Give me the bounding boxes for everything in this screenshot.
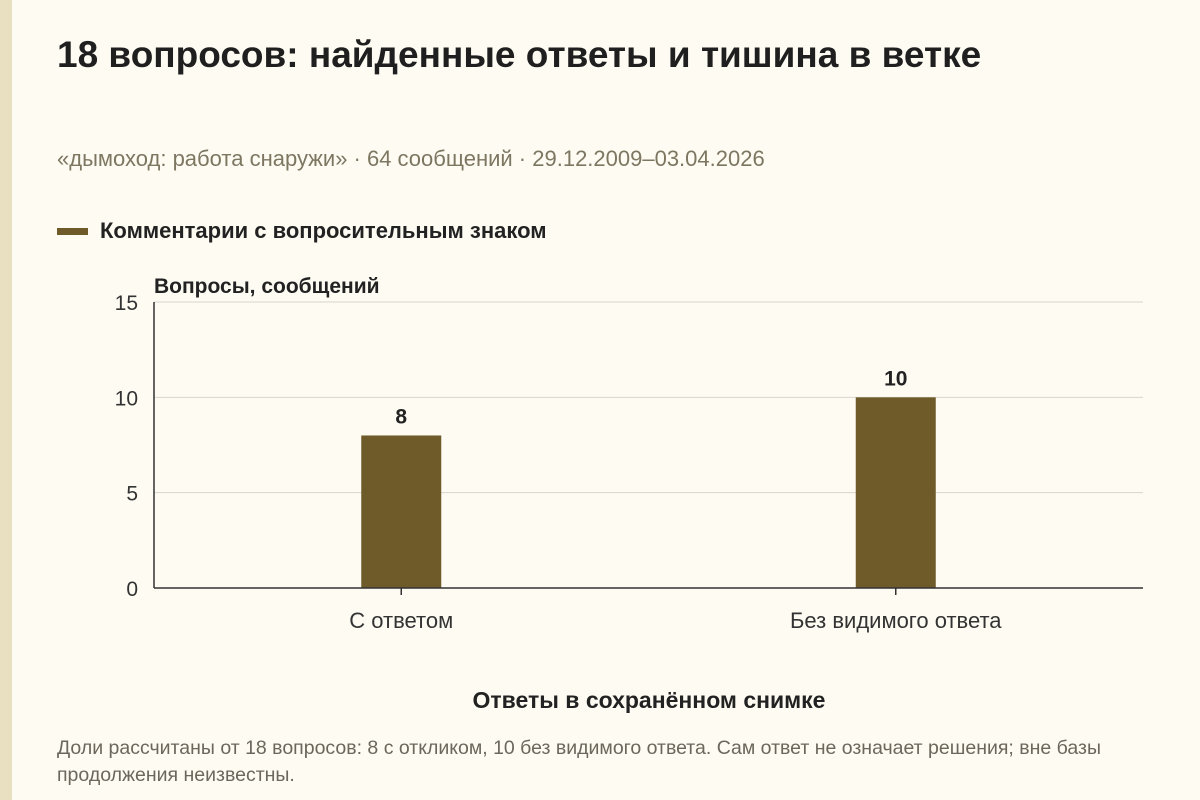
y-axis-label: Вопросы, сообщений: [154, 275, 380, 298]
y-tick-label: 5: [126, 483, 138, 506]
bar: [855, 397, 936, 588]
x-tick-label: Без видимого ответа: [790, 608, 1002, 633]
x-tick-label: С ответом: [349, 608, 453, 633]
bar: [361, 435, 442, 588]
legend-label: Комментарии с вопросительным знаком: [100, 218, 547, 243]
bar-value-label: 8: [395, 405, 407, 428]
x-axis-label: Ответы в сохранённом снимке: [473, 687, 826, 713]
legend-swatch: [57, 227, 88, 235]
y-tick-label: 10: [115, 387, 138, 410]
gridlines: [154, 301, 1143, 494]
footnote: Доли рассчитаны от 18 вопросов: 8 с откл…: [57, 737, 1101, 786]
x-axis-ticks: С ответом Без видимого ответа: [349, 588, 1002, 633]
left-accent-rule: [0, 0, 12, 800]
chart-legend: Комментарии с вопросительным знаком: [57, 218, 547, 244]
y-axis-ticks: 0 5 10 15: [115, 292, 138, 601]
page-title: 18 вопросов: найденные ответы и тишина в…: [57, 34, 982, 75]
bars: 8 10: [361, 367, 936, 588]
page-subtitle: «дымоход: работа снаружи» · 64 сообщений…: [57, 146, 765, 171]
y-tick-label: 15: [115, 292, 138, 315]
y-tick-label: 0: [126, 578, 138, 601]
bar-value-label: 10: [884, 367, 907, 390]
